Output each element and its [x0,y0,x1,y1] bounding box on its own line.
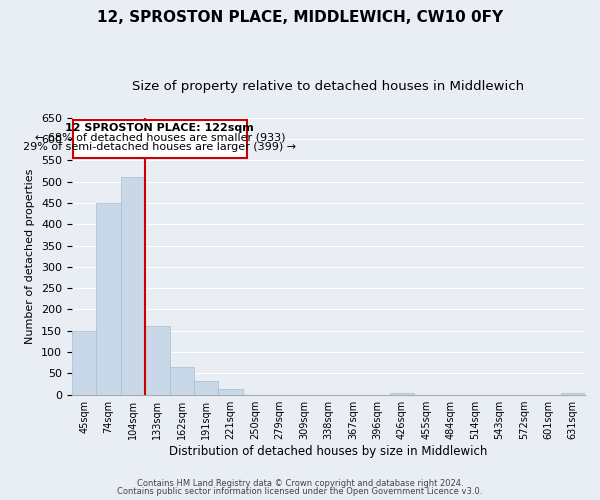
Bar [72,330,96,394]
Y-axis label: Number of detached properties: Number of detached properties [25,168,35,344]
Bar [194,381,218,394]
Bar [170,367,194,394]
Bar [145,326,170,394]
Bar [121,178,145,394]
Title: Size of property relative to detached houses in Middlewich: Size of property relative to detached ho… [133,80,524,93]
X-axis label: Distribution of detached houses by size in Middlewich: Distribution of detached houses by size … [169,444,488,458]
Text: 12, SPROSTON PLACE, MIDDLEWICH, CW10 0FY: 12, SPROSTON PLACE, MIDDLEWICH, CW10 0FY [97,10,503,25]
Bar [218,390,243,394]
Text: 29% of semi-detached houses are larger (399) →: 29% of semi-detached houses are larger (… [23,142,296,152]
Text: 12 SPROSTON PLACE: 122sqm: 12 SPROSTON PLACE: 122sqm [65,124,254,134]
Text: ← 68% of detached houses are smaller (933): ← 68% of detached houses are smaller (93… [35,132,285,142]
Text: Contains HM Land Registry data © Crown copyright and database right 2024.: Contains HM Land Registry data © Crown c… [137,478,463,488]
Bar [96,203,121,394]
FancyBboxPatch shape [73,120,247,158]
Text: Contains public sector information licensed under the Open Government Licence v3: Contains public sector information licen… [118,487,482,496]
